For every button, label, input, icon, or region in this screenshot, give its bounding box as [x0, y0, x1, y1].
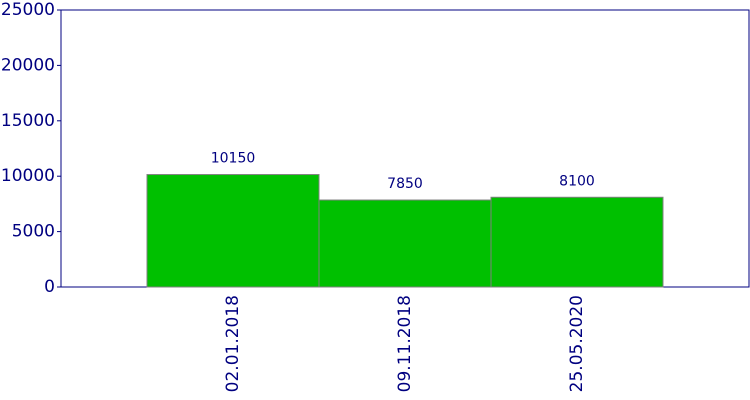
y-tick-label: 10000: [1, 166, 55, 186]
y-tick-label: 15000: [1, 111, 55, 131]
value-label: 7850: [387, 176, 423, 192]
x-tick-label: 25.05.2020: [567, 295, 587, 392]
bar: [146, 174, 320, 288]
y-tick-label: 25000: [1, 0, 55, 20]
x-tick-label: 09.11.2018: [395, 295, 415, 392]
y-tick-label: 20000: [1, 55, 55, 75]
bar: [318, 199, 492, 288]
y-tick-label: 0: [44, 277, 55, 297]
bar: [490, 196, 664, 288]
y-tick-label: 5000: [12, 222, 55, 242]
x-tick-label: 02.01.2018: [223, 295, 243, 392]
value-label: 8100: [559, 173, 595, 189]
value-label: 10150: [211, 151, 256, 167]
